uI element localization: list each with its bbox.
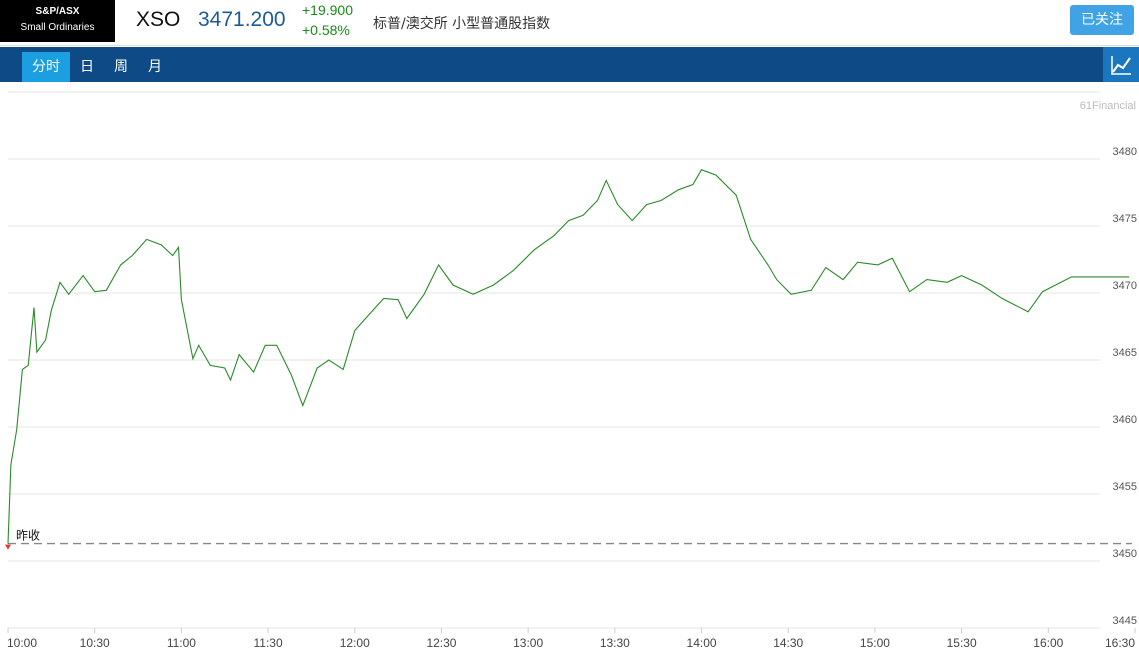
icon	[1111, 56, 1131, 75]
badge-line: S&P/ASX	[35, 6, 80, 17]
price: 3471.200	[198, 8, 286, 31]
tab[interactable]: 周	[114, 59, 128, 75]
x-tick-label: 13:00	[513, 636, 543, 650]
header: S&P/ASX Small Ordinaries XSO 3471.200 +1…	[0, 0, 1139, 46]
prev-close-marker	[5, 544, 11, 550]
symbol: XSO	[136, 8, 181, 31]
x-tick-label: 11:00	[167, 636, 196, 650]
y-tick-label: 3450	[1113, 548, 1137, 560]
x-tick-label: 11:30	[254, 636, 283, 650]
x-tick-label: 10:30	[80, 636, 110, 650]
badge-line: Small Ordinaries	[20, 22, 95, 33]
price-line	[7, 169, 1130, 544]
x-tick-label: 15:00	[860, 636, 890, 650]
x-tick-label: 16:00	[1033, 636, 1063, 650]
change-pct: +0.58%	[302, 22, 350, 38]
index-name: 标普/澳交所 小型普通股指数	[373, 16, 551, 32]
x-tick-label: 14:00	[687, 636, 717, 650]
follow-button[interactable]: 已关注	[1070, 5, 1134, 35]
y-tick-label: 3465	[1113, 347, 1137, 359]
x-tick-label: 12:00	[340, 636, 370, 650]
x-tick-label: 16:30	[1105, 636, 1135, 650]
chart: 61Financial 3445 3450 3455 3460 3465 3470 3475…	[5, 91, 1137, 650]
chart-icon-button[interactable]	[1103, 47, 1139, 82]
tab[interactable]: 日	[80, 59, 94, 75]
y-tick-label: 3470	[1113, 280, 1137, 292]
prev-close-label: 昨收	[16, 529, 40, 543]
index-badge: S&P/ASX Small Ordinaries	[0, 0, 115, 42]
y-tick-label: 3475	[1113, 213, 1137, 225]
y-tick-label: 3445	[1113, 615, 1137, 627]
x-tick-label: 15:30	[947, 636, 977, 650]
x-tick-label: 13:30	[600, 636, 630, 650]
tab[interactable]: 月	[148, 59, 162, 75]
y-tick-label: 3460	[1113, 414, 1137, 426]
x-tick-label: 12:30	[426, 636, 456, 650]
tab[interactable]: 分时	[22, 52, 70, 82]
watermark: 61Financial	[1080, 100, 1136, 112]
y-tick-label: 3455	[1113, 481, 1137, 493]
y-tick-label: 3480	[1113, 146, 1137, 158]
nav-bar: 分时 日 周 月	[0, 47, 1139, 82]
change: +19.900	[302, 2, 353, 18]
x-tick-label: 14:30	[773, 636, 803, 650]
x-tick-label: 10:00	[7, 636, 37, 650]
